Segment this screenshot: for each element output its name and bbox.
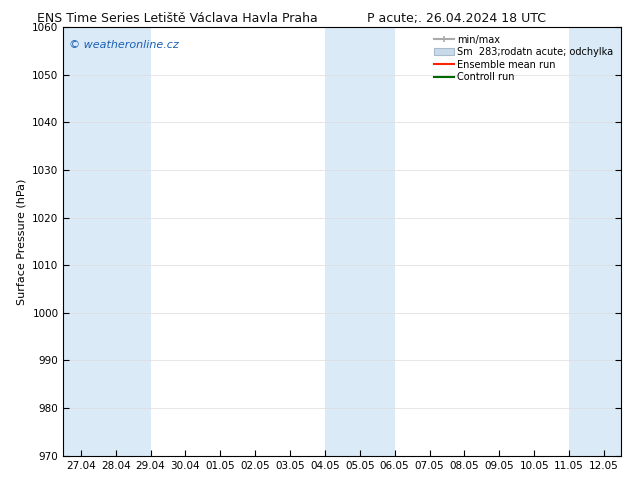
Text: P acute;. 26.04.2024 18 UTC: P acute;. 26.04.2024 18 UTC bbox=[367, 12, 546, 25]
Legend: min/max, Sm  283;rodatn acute; odchylka, Ensemble mean run, Controll run: min/max, Sm 283;rodatn acute; odchylka, … bbox=[431, 32, 616, 85]
Bar bbox=[63, 27, 115, 456]
Bar bbox=[569, 27, 621, 456]
Bar bbox=[116, 27, 151, 456]
Text: ENS Time Series Letiště Václava Havla Praha: ENS Time Series Letiště Václava Havla Pr… bbox=[37, 12, 318, 25]
Y-axis label: Surface Pressure (hPa): Surface Pressure (hPa) bbox=[16, 178, 27, 304]
Bar bbox=[325, 27, 394, 456]
Text: © weatheronline.cz: © weatheronline.cz bbox=[69, 40, 179, 50]
